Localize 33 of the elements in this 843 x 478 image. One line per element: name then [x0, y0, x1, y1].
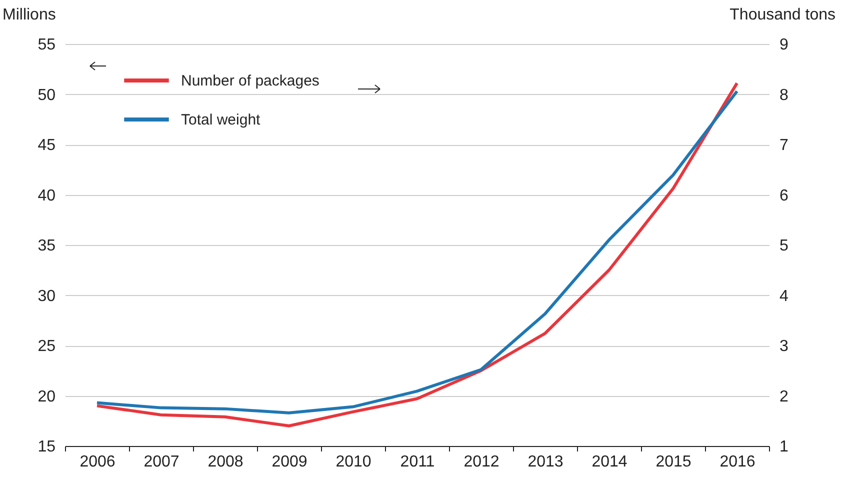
y2-tick-label: 4 — [780, 288, 788, 305]
legend-label: Number of packages — [181, 72, 320, 90]
y2-tick-label: 8 — [780, 86, 788, 104]
y-tick-label: 15 — [38, 438, 56, 456]
x-tick-label: 2011 — [400, 454, 435, 470]
x-tick-label: 2010 — [336, 454, 372, 470]
y2-tick-label: 6 — [780, 187, 788, 204]
y-tick-label: 30 — [38, 288, 56, 305]
x-tick-label: 2007 — [144, 454, 180, 470]
y-tick-label: 20 — [38, 388, 56, 406]
x-tick-label: 2014 — [592, 454, 628, 470]
y-axis-title: Millions — [2, 6, 56, 24]
y-tick-label: 40 — [38, 187, 56, 204]
x-tick-label: 2012 — [464, 454, 500, 470]
y2-tick-label: 7 — [780, 137, 788, 154]
x-tick-label: 2009 — [272, 454, 308, 470]
x-tick-label: 2013 — [528, 454, 564, 470]
legend-label: Total weight — [181, 112, 262, 128]
y2-tick-label: 2 — [780, 388, 788, 406]
x-tick-label: 2016 — [720, 454, 756, 470]
x-tick-label: 2006 — [80, 454, 116, 470]
y2-tick-label: 1 — [780, 438, 788, 456]
y-tick-label: 25 — [38, 338, 56, 355]
y-tick-label: 55 — [38, 36, 56, 54]
y-tick-label: 50 — [38, 86, 56, 104]
y2-axis-title: Thousand tons — [730, 6, 836, 24]
x-tick-label: 2015 — [656, 454, 692, 470]
y-tick-label: 35 — [38, 238, 56, 254]
y2-tick-label: 5 — [780, 238, 788, 254]
x-tick-label: 2008 — [208, 454, 244, 470]
y2-tick-label: 3 — [780, 338, 788, 355]
y-tick-label: 45 — [38, 137, 56, 154]
y2-tick-label: 9 — [780, 36, 788, 54]
